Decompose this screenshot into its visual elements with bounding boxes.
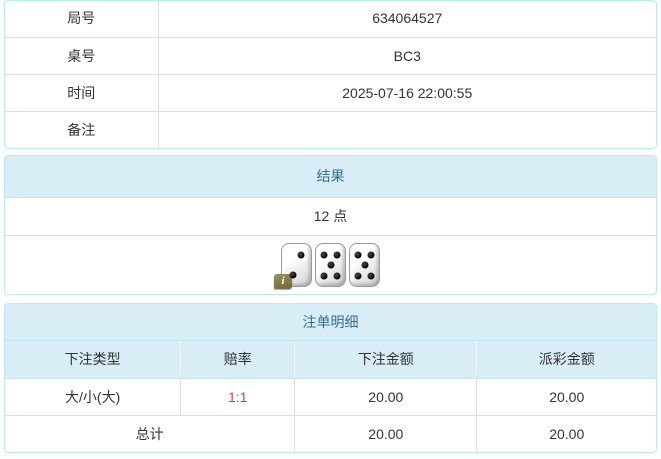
col-bet-type: 下注类型 bbox=[5, 341, 182, 379]
col-odds: 赔率 bbox=[180, 341, 296, 379]
bets-header-row: 下注类型 赔率 下注金额 派彩金额 bbox=[5, 341, 656, 379]
time-value: 2025-07-16 22:00:55 bbox=[158, 74, 656, 112]
die-pip bbox=[297, 251, 305, 259]
table-row-table-id: 桌号 BC3 bbox=[5, 37, 656, 75]
die-3 bbox=[349, 243, 380, 287]
die-pip bbox=[333, 251, 341, 258]
table-row-game-id: 局号 634064527 bbox=[5, 1, 656, 38]
die-pip bbox=[327, 261, 334, 269]
table-id-label: 桌号 bbox=[5, 37, 159, 75]
die-pip bbox=[320, 251, 328, 258]
die-pip bbox=[361, 261, 368, 269]
result-panel-title: 结果 bbox=[5, 156, 656, 198]
die-pip bbox=[320, 272, 328, 279]
bet-details-title: 注单明细 bbox=[5, 304, 656, 341]
die-pip bbox=[289, 271, 297, 279]
result-points: 12 点 bbox=[5, 198, 656, 236]
dice-row: i bbox=[5, 236, 656, 294]
game-info-panel: 局号 634064527 桌号 BC3 时间 2025-07-16 22:00:… bbox=[4, 0, 657, 149]
die-1: i bbox=[274, 243, 312, 289]
bet-amount: 20.00 bbox=[294, 378, 478, 416]
remark-label: 备注 bbox=[5, 111, 159, 148]
die-pip bbox=[354, 272, 362, 279]
game-id-value: 634064527 bbox=[158, 1, 656, 38]
game-info-table: 局号 634064527 桌号 BC3 时间 2025-07-16 22:00:… bbox=[5, 1, 656, 148]
die-pip bbox=[367, 272, 375, 279]
total-payout-amount: 20.00 bbox=[549, 425, 585, 442]
game-id-label: 局号 bbox=[5, 1, 159, 38]
result-panel: 结果 12 点 i bbox=[4, 155, 657, 295]
table-row-remark: 备注 bbox=[5, 111, 656, 148]
col-payout-amount: 派彩金额 bbox=[476, 341, 656, 379]
payout-amount: 20.00 bbox=[476, 378, 656, 416]
bet-odds: 1:1 bbox=[180, 378, 296, 416]
remark-value bbox=[158, 111, 656, 148]
bet-row: 大/小(大) 1:1 20.00 20.00 bbox=[5, 378, 656, 416]
total-row: 总计 20.00 20.00 bbox=[5, 415, 656, 452]
bet-type: 大/小(大) bbox=[5, 378, 182, 416]
bet-details-table: 下注类型 赔率 下注金额 派彩金额 大/小(大) 1:1 20.00 20.00… bbox=[5, 341, 656, 452]
table-id-value: BC3 bbox=[158, 37, 656, 75]
die-pip bbox=[367, 251, 375, 258]
total-label: 总计 bbox=[5, 415, 296, 452]
die-2 bbox=[315, 243, 346, 287]
table-row-time: 时间 2025-07-16 22:00:55 bbox=[5, 74, 656, 112]
col-bet-amount: 下注金额 bbox=[294, 341, 478, 379]
total-bet-amount: 20.00 bbox=[294, 415, 478, 452]
die-pip bbox=[354, 251, 362, 258]
time-label: 时间 bbox=[5, 74, 159, 112]
info-icon[interactable]: i bbox=[274, 274, 292, 289]
bet-details-panel: 注单明细 下注类型 赔率 下注金额 派彩金额 大/小(大) 1:1 20.00 … bbox=[4, 303, 657, 453]
die-pip bbox=[333, 272, 341, 279]
